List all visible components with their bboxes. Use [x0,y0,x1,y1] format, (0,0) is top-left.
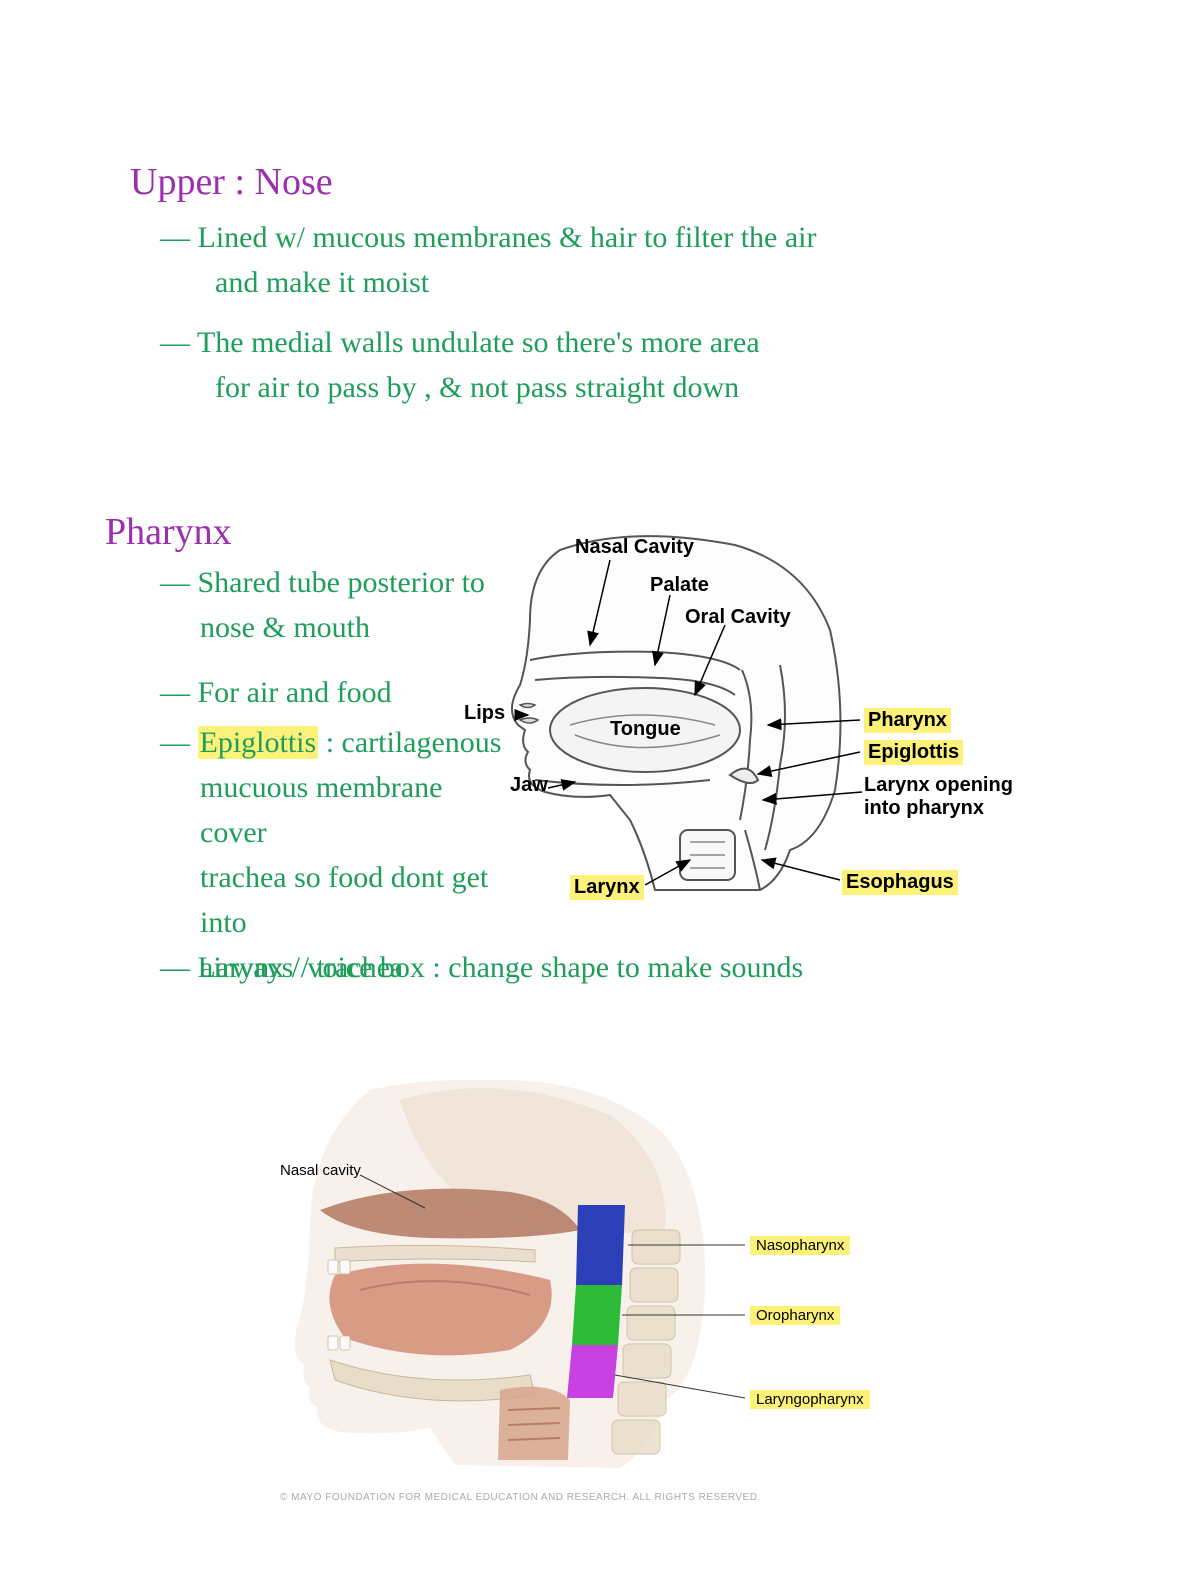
label-palate: Palate [650,574,709,597]
text-line: — Epiglottis : cartilagenous [160,720,510,765]
section-heading-upper-nose: Upper : Nose [130,160,333,204]
text-line: — The medial walls undulate so there's m… [160,320,760,365]
label-larynx: Larynx [570,875,644,900]
label-oral-cavity: Oral Cavity [685,606,791,629]
epiglottis-highlight: Epiglottis [198,726,319,759]
dash: — [160,726,198,759]
text-line: nose & mouth [160,605,500,650]
text-line: — Shared tube posterior to [160,560,500,605]
pharynx-bullet-4: — Larynx / voice box : change shape to m… [160,945,803,990]
pharynx-bullet-2: — For air and food [160,670,392,715]
label-epiglottis: Epiglottis [864,740,963,765]
nose-bullet-2: — The medial walls undulate so there's m… [160,320,760,410]
text-line: for air to pass by , & not pass straight… [160,365,760,410]
label-nasal-cavity: Nasal Cavity [575,536,694,559]
diagram-pharynx-regions: Nasal cavity Nasopharynx Oropharynx Lary… [250,1080,950,1510]
label2-nasopharynx: Nasopharynx [750,1236,850,1255]
nose-bullet-1: — Lined w/ mucous membranes & hair to fi… [160,215,816,305]
section-heading-pharynx: Pharynx [105,510,232,554]
label-jaw: Jaw [510,774,548,797]
label-larynx-opening: Larynx opening into pharynx [864,774,1013,820]
text-line: and make it moist [160,260,816,305]
label2-laryngopharynx: Laryngopharynx [750,1390,870,1409]
text-line: Larynx opening [864,774,1013,797]
text-rest: : cartilagenous [318,726,501,759]
diagram-head-sagittal-linedrawing: Nasal Cavity Palate Oral Cavity Lips Ton… [480,530,1040,930]
text-line: mucuous membrane cover [160,765,510,855]
text-line: — Lined w/ mucous membranes & hair to fi… [160,215,816,260]
copyright-text: © MAYO FOUNDATION FOR MEDICAL EDUCATION … [280,1492,761,1503]
pharynx-bullet-1: — Shared tube posterior to nose & mouth [160,560,500,650]
label-pharynx: Pharynx [864,708,951,733]
label-tongue: Tongue [610,718,681,741]
text-line: into pharynx [864,797,1013,820]
label2-nasal-cavity: Nasal cavity [280,1162,361,1179]
pharynx-regions-svg [250,1080,950,1510]
text-line: trachea so food dont get into [160,855,510,945]
label2-oropharynx: Oropharynx [750,1306,840,1325]
label-esophagus: Esophagus [842,870,958,895]
label-lips: Lips [464,702,505,725]
